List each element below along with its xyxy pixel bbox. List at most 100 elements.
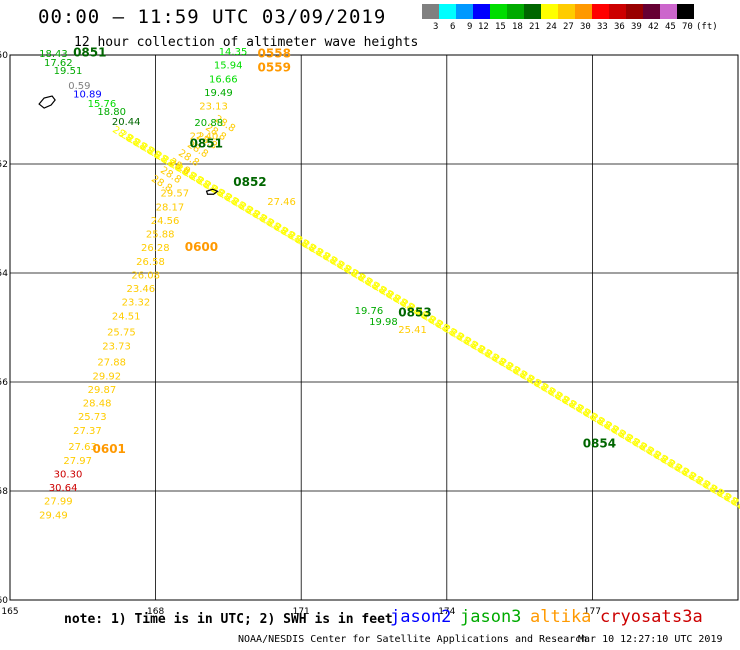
wave-height-value: 25.41: [398, 325, 427, 336]
wave-height-value: 28.48: [83, 399, 112, 410]
wave-height-value: 25.75: [107, 328, 136, 339]
wave-height-value: 26.28: [141, 243, 170, 254]
wave-height-value: 23.73: [102, 341, 131, 352]
lon-tick-label: 171: [293, 607, 310, 617]
lon-tick-label: 168: [147, 607, 164, 617]
wave-height-value: 25.73: [78, 412, 107, 423]
legend-label: 12: [478, 22, 489, 32]
wave-height-value: 19.51: [54, 66, 83, 77]
legend-swatch: [643, 4, 660, 19]
legend-label: 39: [631, 22, 642, 32]
wave-height-value: 23.13: [199, 102, 228, 113]
legend-swatch: [558, 4, 575, 19]
lon-tick-label: 165: [1, 607, 18, 617]
wave-height-value: 15.94: [214, 61, 243, 72]
chart-subtitle: 12 hour collection of altimeter wave hei…: [74, 35, 419, 50]
wave-height-value: 24.56: [151, 216, 180, 227]
legend-swatch: [541, 4, 558, 19]
wave-height-value: 27.37: [73, 426, 102, 437]
wave-height-value: 20.88: [194, 118, 223, 129]
legend-swatch: [507, 4, 524, 19]
wave-height-value: 29.92: [93, 371, 122, 382]
wave-height-value: 19.49: [204, 88, 233, 99]
legend-label: 42: [648, 22, 659, 32]
wave-height-value: 29.49: [39, 510, 68, 521]
pass-time-label: 0558: [258, 47, 291, 61]
wave-height-value: 14.35: [219, 47, 248, 58]
chart-title: 00:00 – 11:59 UTC 03/09/2019: [38, 6, 387, 28]
wave-height-value: 30.30: [54, 469, 83, 480]
legend-swatch: [677, 4, 694, 19]
wave-height-value: 22.40: [190, 131, 219, 142]
wave-height-value: 17.62: [44, 58, 73, 69]
wave-height-value: 25.88: [146, 230, 175, 241]
wave-height-value: 23.46: [126, 284, 155, 295]
pass-time-label: 0854: [583, 436, 616, 450]
pass-time-label: 0851: [73, 46, 106, 60]
lat-tick-label: -58: [0, 487, 8, 497]
pass-time-label: 0852: [233, 175, 266, 189]
satellite-name: jason3: [460, 607, 522, 627]
color-legend: [422, 4, 694, 19]
legend-label: 18: [512, 22, 523, 32]
pass-time-label: 0559: [258, 60, 291, 74]
legend-swatch: [473, 4, 490, 19]
island-outline: [38, 95, 56, 109]
legend-swatch: [439, 4, 456, 19]
lat-tick-label: -52: [0, 160, 8, 170]
legend-swatch: [660, 4, 677, 19]
generated-timestamp: Mar 10 12:27:10 UTC 2019: [578, 634, 723, 645]
wave-height-value: 27.88: [97, 358, 126, 369]
legend-label: 3: [433, 22, 439, 32]
legend-label: 70: [682, 22, 693, 32]
track-mark: 28.8: [729, 496, 740, 517]
legend-swatch: [490, 4, 507, 19]
wave-height-value: 26.08: [131, 270, 160, 281]
legend-swatch: [524, 4, 541, 19]
legend-swatch: [422, 4, 439, 19]
legend-label: 24: [546, 22, 557, 32]
legend-label: 36: [614, 22, 625, 32]
legend-unit: (ft): [696, 22, 718, 32]
wave-height-value: 29.57: [160, 189, 189, 200]
legend-swatch: [456, 4, 473, 19]
island-outline: [205, 188, 219, 195]
lon-tick-label: 174: [438, 607, 455, 617]
wave-height-value: 28.17: [156, 202, 185, 213]
wave-height-value: 16.66: [209, 74, 238, 85]
lat-tick-label: -54: [0, 269, 8, 279]
pass-time-label: 0601: [93, 442, 126, 456]
wave-height-value: 27.46: [267, 197, 296, 208]
wave-height-value: 27.97: [63, 456, 92, 467]
wave-height-value: 20.44: [112, 117, 141, 128]
wave-height-value: 0.59: [68, 81, 90, 92]
wave-height-value: 18.80: [97, 107, 126, 118]
legend-label: 30: [580, 22, 591, 32]
wave-height-value: 27.63: [68, 442, 97, 453]
lat-tick-label: -60: [0, 596, 8, 606]
lat-tick-label: -56: [0, 378, 8, 388]
lon-tick-label: 177: [584, 607, 601, 617]
legend-label: 21: [529, 22, 540, 32]
legend-swatch: [609, 4, 626, 19]
wave-height-value: 24.51: [112, 311, 141, 322]
wave-height-value: 15.76: [88, 99, 117, 110]
satellite-name: jason2: [390, 607, 452, 627]
legend-swatch: [575, 4, 592, 19]
legend-label: 33: [597, 22, 608, 32]
legend-label: 6: [450, 22, 456, 32]
wave-height-value: 10.89: [73, 90, 102, 101]
wave-height-value: 18.43: [39, 49, 68, 60]
satellite-name: altika: [530, 607, 592, 627]
satellite-name: cryosat: [600, 607, 672, 627]
lat-tick-label: -50: [0, 51, 8, 61]
satellite-name: s3a: [672, 607, 703, 627]
legend-label: 27: [563, 22, 574, 32]
pass-time-label: 0851: [190, 137, 223, 151]
wave-height-value: 23.32: [122, 298, 151, 309]
wave-height-value: 29.87: [88, 385, 117, 396]
legend-label: 45: [665, 22, 676, 32]
wave-height-value: 19.98: [369, 317, 398, 328]
legend-label: 9: [467, 22, 473, 32]
